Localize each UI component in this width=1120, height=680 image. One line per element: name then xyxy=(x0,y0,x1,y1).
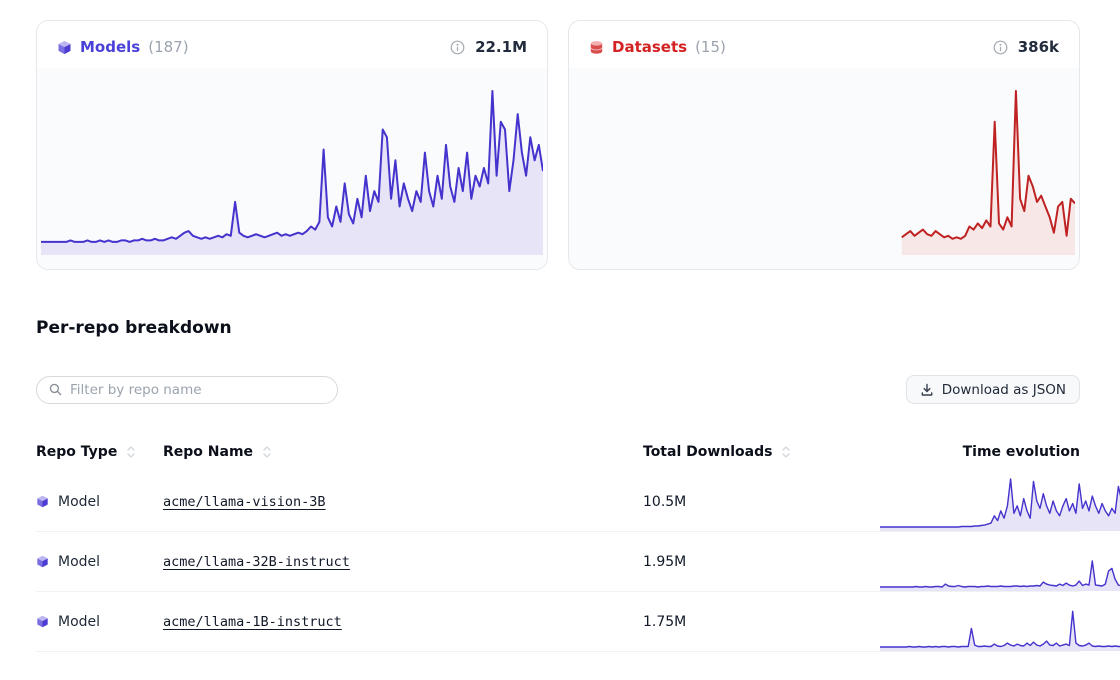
table-row: Model acme/llama-1B-instruct 1.75M xyxy=(36,592,1120,652)
table-toolbar: Download as JSON xyxy=(36,375,1080,404)
time-evolution-cell xyxy=(880,475,1120,531)
total-downloads-cell: 1.95M xyxy=(643,553,687,570)
repo-sparkline xyxy=(880,560,1120,591)
models-card-header: Models (187) 22.1M xyxy=(37,21,547,68)
model-cube-icon xyxy=(36,495,49,508)
column-header-total-downloads[interactable]: Total Downloads xyxy=(643,444,880,460)
repo-filter-input[interactable] xyxy=(70,381,325,398)
repo-link[interactable]: acme/llama-32B-instruct xyxy=(163,553,350,570)
time-evolution-cell xyxy=(880,535,1120,591)
repo-name-cell: acme/llama-vision-3B xyxy=(163,494,643,510)
sort-icon[interactable] xyxy=(126,445,136,459)
datasets-title: Datasets xyxy=(612,38,688,56)
analytics-page: Models (187) 22.1M xyxy=(36,20,1120,652)
model-cube-icon xyxy=(36,555,49,568)
download-json-label: Download as JSON xyxy=(941,381,1066,398)
repo-name-cell: acme/llama-1B-instruct xyxy=(163,614,643,630)
per-repo-breakdown-title: Per-repo breakdown xyxy=(36,318,232,338)
repo-type-cell: Model xyxy=(36,554,163,570)
repo-sparkline xyxy=(880,478,1120,531)
column-header-time-evolution: Time evolution xyxy=(962,444,1080,460)
repo-name-cell: acme/llama-32B-instruct xyxy=(163,554,643,570)
column-header-repo-name[interactable]: Repo Name xyxy=(163,444,643,460)
models-card: Models (187) 22.1M xyxy=(36,20,548,270)
models-downloads-chart[interactable] xyxy=(41,83,543,255)
total-downloads-cell: 1.75M xyxy=(643,613,687,630)
datasets-total-downloads: 386k xyxy=(1017,38,1059,56)
models-chart-area xyxy=(37,68,547,269)
model-cube-icon xyxy=(36,615,49,628)
repo-link[interactable]: acme/llama-vision-3B xyxy=(163,493,326,510)
info-icon[interactable] xyxy=(993,40,1008,55)
table-row: Model acme/llama-vision-3B 10.5M xyxy=(36,472,1120,532)
dataset-database-icon xyxy=(589,40,604,55)
download-json-button[interactable]: Download as JSON xyxy=(905,375,1080,404)
time-evolution-cell xyxy=(880,595,1120,651)
repo-sparkline xyxy=(880,610,1120,651)
table-row: Model acme/llama-32B-instruct 1.95M xyxy=(36,532,1120,592)
total-downloads-cell: 10.5M xyxy=(643,493,687,510)
per-repo-table: Repo Type Repo Name Tota xyxy=(36,432,1120,652)
download-icon xyxy=(920,383,934,397)
repo-filter[interactable] xyxy=(36,375,338,404)
models-count: (187) xyxy=(148,38,189,56)
repo-link[interactable]: acme/llama-1B-instruct xyxy=(163,613,342,630)
datasets-chart-area xyxy=(569,68,1079,269)
repo-type-cell: Model xyxy=(36,494,163,510)
column-header-repo-type[interactable]: Repo Type xyxy=(36,444,163,460)
datasets-card: Datasets (15) 386k xyxy=(568,20,1080,270)
sort-icon[interactable] xyxy=(781,445,791,459)
models-total-downloads: 22.1M xyxy=(475,38,527,56)
datasets-card-header: Datasets (15) 386k xyxy=(569,21,1079,68)
model-cube-icon xyxy=(57,40,72,55)
models-title: Models xyxy=(80,38,141,56)
sort-icon[interactable] xyxy=(262,445,272,459)
table-header-row: Repo Type Repo Name Tota xyxy=(36,432,1080,472)
datasets-count: (15) xyxy=(695,38,726,56)
datasets-downloads-chart[interactable] xyxy=(573,83,1075,255)
search-icon xyxy=(49,383,62,396)
stat-cards: Models (187) 22.1M xyxy=(36,20,1080,270)
info-icon[interactable] xyxy=(450,40,465,55)
repo-type-cell: Model xyxy=(36,614,163,630)
